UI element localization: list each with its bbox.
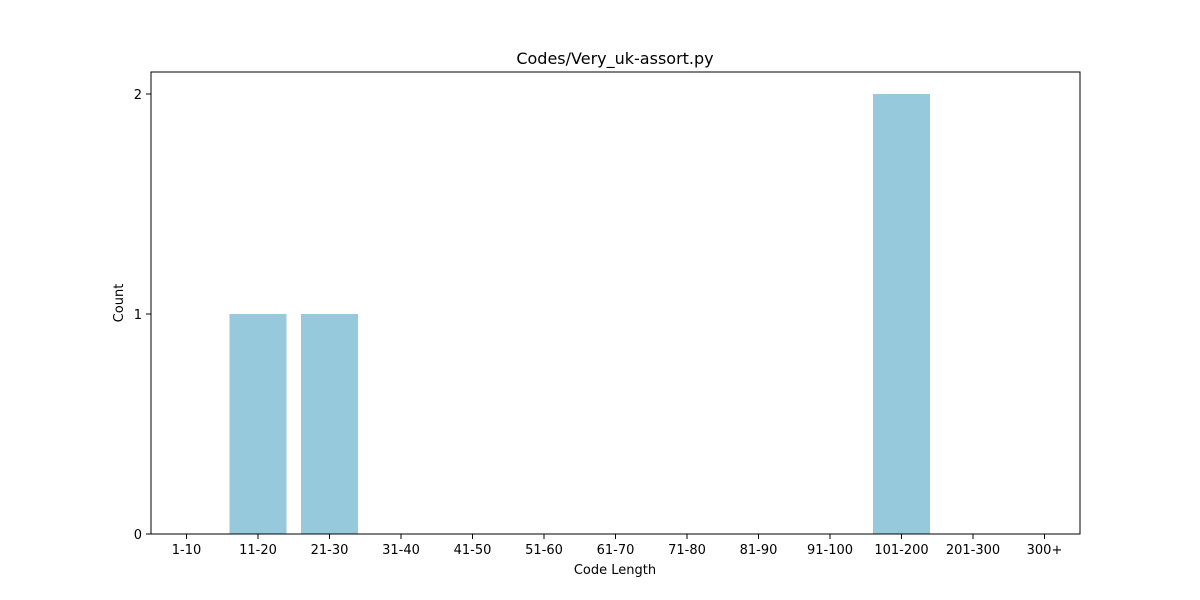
x-tick-label: 51-60 <box>525 543 563 558</box>
y-axis: 0 1 2 <box>134 88 151 543</box>
bar-11-20 <box>229 314 287 534</box>
x-tick-label: 101-200 <box>874 543 928 558</box>
chart-title: Codes/Very_uk-assort.py <box>516 49 713 69</box>
x-axis: 1-10 11-20 21-30 31-40 41-50 51-60 61-70 71-80 8… <box>172 534 1063 558</box>
y-axis-label: Count <box>112 284 127 323</box>
x-tick-label: 71-80 <box>668 543 706 558</box>
x-tick-label: 91-100 <box>807 543 853 558</box>
y-tick-label: 1 <box>134 308 142 323</box>
bar-101-200 <box>873 94 930 534</box>
x-tick-label: 61-70 <box>597 543 635 558</box>
bar-21-30 <box>301 314 358 534</box>
x-tick-label: 31-40 <box>382 543 420 558</box>
x-tick-label: 41-50 <box>454 543 492 558</box>
x-tick-label: 1-10 <box>172 543 202 558</box>
y-tick-label: 2 <box>134 88 142 103</box>
x-tick-label: 300+ <box>1027 543 1063 558</box>
y-tick-label: 0 <box>134 528 142 543</box>
x-axis-label: Code Length <box>574 563 656 578</box>
x-tick-label: 201-300 <box>946 543 1000 558</box>
x-tick-label: 21-30 <box>311 543 349 558</box>
x-tick-label: 11-20 <box>239 543 277 558</box>
bars-group <box>229 94 930 534</box>
x-tick-label: 81-90 <box>740 543 778 558</box>
